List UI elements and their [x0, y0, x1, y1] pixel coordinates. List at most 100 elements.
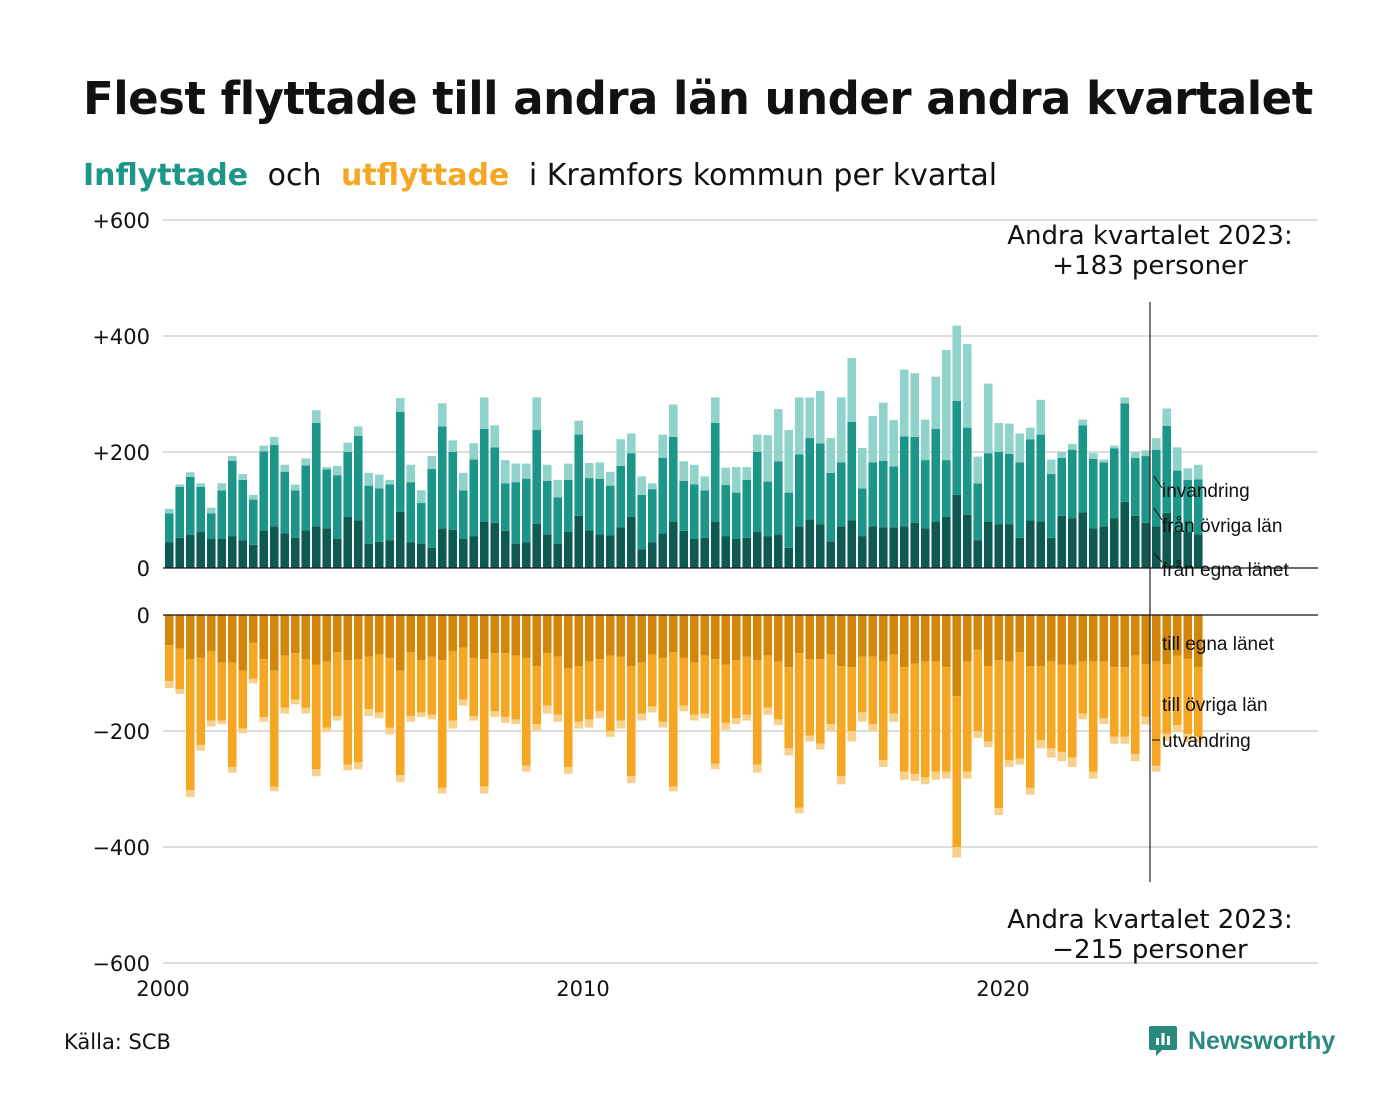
- bar-out-other: [406, 652, 416, 716]
- bar-out-abroad: [584, 719, 594, 728]
- bar-in-abroad: [542, 464, 552, 481]
- bar-in-abroad: [836, 397, 846, 463]
- bar-out-own: [1109, 615, 1119, 668]
- bar-out-own: [773, 615, 783, 662]
- bar-out-other: [1120, 667, 1130, 737]
- bar-in-abroad: [479, 397, 489, 429]
- bar-in-other: [710, 423, 720, 522]
- bar-in-other: [868, 462, 878, 527]
- bar-in-abroad: [658, 434, 668, 458]
- bar-in-other: [1004, 453, 1014, 525]
- bar-out-other: [742, 656, 752, 715]
- bar-out-abroad: [1162, 733, 1172, 741]
- bar-in-other: [374, 488, 384, 542]
- bar-out-abroad: [784, 748, 794, 756]
- bar-in-abroad: [227, 456, 237, 461]
- bar-out-own: [847, 615, 857, 668]
- bar-in-other: [427, 468, 437, 548]
- bar-in-abroad: [343, 442, 353, 452]
- bar-in-other: [962, 427, 972, 515]
- bar-in-abroad: [595, 462, 605, 479]
- newsworthy-logo-icon: [1149, 1026, 1177, 1056]
- bar-in-abroad: [469, 443, 479, 460]
- bar-out-own: [679, 615, 689, 658]
- bar-in-abroad: [1193, 464, 1203, 480]
- bar-in-own: [1162, 512, 1172, 568]
- bar-in-other: [826, 472, 836, 542]
- bar-in-other: [700, 490, 710, 538]
- bar-out-own: [490, 615, 500, 654]
- y-tick-label-top: +400: [92, 325, 150, 349]
- bar-out-abroad: [311, 769, 321, 777]
- bar-in-other: [1078, 425, 1088, 513]
- bar-out-other: [910, 663, 920, 774]
- bar-out-other: [1099, 661, 1109, 719]
- bar-out-other: [647, 654, 657, 707]
- bar-out-other: [574, 666, 584, 722]
- bar-out-other: [1141, 664, 1151, 717]
- bar-out-abroad: [206, 720, 216, 727]
- bar-in-own: [427, 547, 437, 568]
- bar-in-other: [584, 478, 594, 531]
- bar-in-abroad: [490, 425, 500, 448]
- y-tick-label-top: +200: [92, 441, 150, 465]
- bar-in-other: [658, 457, 668, 534]
- bar-in-abroad: [185, 472, 195, 477]
- bar-in-own: [175, 537, 185, 568]
- bar-out-other: [679, 657, 689, 706]
- bar-in-own: [385, 540, 395, 568]
- bar-out-own: [1120, 615, 1130, 668]
- bar-in-other: [952, 400, 962, 495]
- bar-in-abroad: [805, 397, 815, 439]
- bar-in-own: [721, 536, 731, 568]
- bar-out-other: [952, 696, 962, 847]
- bar-out-abroad: [647, 706, 657, 713]
- bar-out-abroad: [815, 743, 825, 750]
- bar-out-abroad: [353, 762, 363, 770]
- bar-in-own: [574, 515, 584, 568]
- bar-out-abroad: [1183, 733, 1193, 743]
- bar-out-other: [269, 670, 279, 787]
- bar-in-other: [595, 478, 605, 535]
- bar-in-own: [710, 521, 720, 568]
- bar-in-abroad: [1172, 447, 1182, 471]
- annotation-top-line1: Andra kvartalet 2023:: [1007, 221, 1292, 251]
- bar-in-own: [269, 526, 279, 568]
- bar-out-other: [175, 648, 185, 690]
- source-note: Källa: SCB: [64, 1030, 171, 1054]
- bar-in-abroad: [752, 434, 762, 452]
- bar-out-abroad: [448, 720, 458, 729]
- annotation-bottom-line1: Andra kvartalet 2023:: [1007, 905, 1292, 935]
- bar-out-own: [196, 615, 206, 658]
- bar-out-abroad: [700, 713, 710, 719]
- bar-in-own: [826, 541, 836, 568]
- bar-in-other: [563, 479, 573, 533]
- bar-in-abroad: [406, 464, 416, 483]
- bar-out-other: [805, 659, 815, 736]
- bar-out-own: [668, 615, 678, 653]
- bar-in-own: [563, 532, 573, 568]
- bar-in-other: [847, 421, 857, 521]
- bar-in-other: [542, 481, 552, 535]
- bar-out-abroad: [742, 714, 752, 721]
- bar-in-other: [521, 478, 531, 543]
- bar-out-other: [532, 666, 542, 725]
- bar-out-own: [437, 615, 447, 661]
- bar-out-own: [1036, 615, 1046, 667]
- bar-out-own: [1004, 615, 1014, 662]
- bar-out-own: [1193, 615, 1203, 668]
- bar-in-abroad: [742, 467, 752, 480]
- bar-in-abroad: [259, 445, 269, 452]
- bar-out-own: [542, 615, 552, 654]
- bar-in-abroad: [385, 479, 395, 485]
- newsworthy-logo: Newsworthy: [1148, 1024, 1335, 1058]
- bar-in-other: [647, 489, 657, 543]
- bar-in-abroad: [332, 465, 342, 476]
- bar-in-other: [259, 451, 269, 531]
- bar-out-abroad: [679, 705, 689, 712]
- bar-out-own: [868, 615, 878, 657]
- bar-in-other: [1183, 479, 1193, 533]
- bar-in-own: [742, 537, 752, 568]
- y-tick-label-bottom: 0: [137, 604, 150, 628]
- bar-out-other: [553, 656, 563, 715]
